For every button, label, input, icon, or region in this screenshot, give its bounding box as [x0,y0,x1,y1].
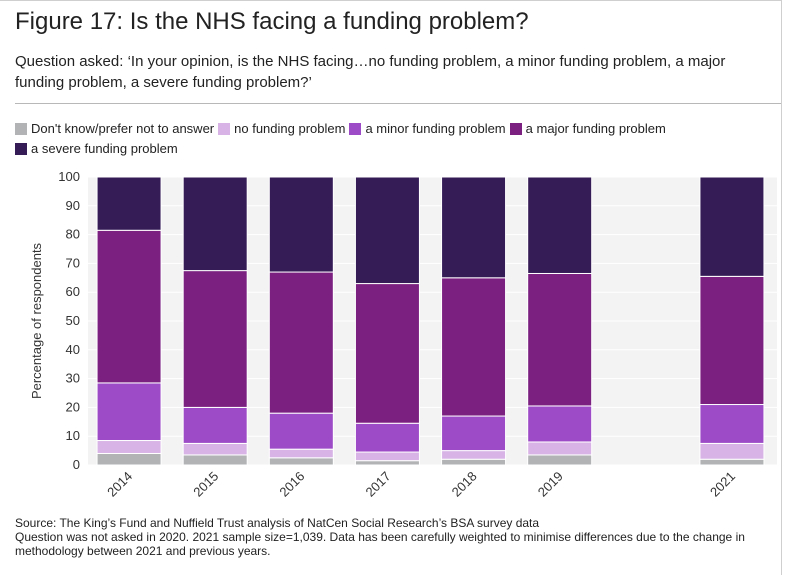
legend-swatch-3 [509,123,522,135]
bar-2021-series-4 [699,176,765,277]
bar-2015-series-4 [182,176,248,272]
legend-item-1: no funding problem [218,120,345,138]
legend: Don't know/prefer not to answer no fundin… [15,120,755,160]
legend-label-4: a severe funding problem [31,141,178,156]
bar-2014-series-4 [96,176,162,231]
bar-2021-series-0 [699,458,765,466]
header-divider [15,103,781,104]
bar-2019-series-1 [527,441,593,456]
x-tick-label-2016: 2016 [276,469,307,500]
source-note: Source: The King’s Fund and Nuffield Tru… [15,516,540,530]
y-tick-label-30: 30 [66,371,80,386]
bar-2018-series-4 [441,176,507,279]
legend-swatch-2 [349,123,362,135]
y-tick-label-70: 70 [66,255,80,270]
bar-2018-series-1 [441,450,507,460]
legend-label-1: no funding problem [234,121,346,136]
legend-item-3: a major funding problem [509,120,666,138]
bar-2014-series-3 [96,229,162,384]
bar-2017-series-1 [354,451,420,462]
bar-2014-series-0 [96,452,162,466]
bar-2016-series-2 [268,412,334,450]
bar-2019-series-4 [527,176,593,274]
y-tick-label-20: 20 [66,399,80,414]
x-tick-label-2019: 2019 [535,469,566,500]
bar-2018-series-2 [441,415,507,452]
chart-subtitle: Question asked: ‘In your opinion, is the… [15,53,726,91]
legend-label-3: a major funding problem [525,121,666,136]
y-tick-label-90: 90 [66,198,80,213]
legend-swatch-0 [15,123,27,135]
legend-label-2: a minor funding problem [365,121,506,136]
bar-2015-series-3 [182,270,248,408]
x-tick-label-2021: 2021 [707,469,738,500]
y-tick-label-0: 0 [73,457,80,472]
y-tick-label-50: 50 [66,313,80,328]
x-tick-label-2014: 2014 [104,469,135,500]
legend-swatch-4 [15,143,27,155]
bar-2018-series-3 [441,277,507,417]
bar-2017-series-2 [354,422,420,453]
legend-label-0: Don't know/prefer not to answer [31,121,215,136]
right-border [781,0,782,575]
bar-2015-series-0 [182,454,248,466]
bar-2016-series-0 [268,457,334,466]
top-border [0,0,782,1]
bar-2018-series-0 [441,458,507,466]
bar-2016-series-3 [268,271,334,414]
bar-2014-series-2 [96,382,162,442]
bar-2021-series-1 [699,442,765,460]
bar-2019-series-3 [527,272,593,407]
footer: Source: The King’s Fund and Nuffield Tru… [15,516,777,558]
y-tick-label-10: 10 [66,428,80,443]
y-tick-label-40: 40 [66,342,80,357]
legend-item-0: Don't know/prefer not to answer [15,120,214,138]
bar-2017-series-3 [354,283,420,424]
bar-2016-series-4 [268,176,334,273]
legend-swatch-1 [218,123,231,135]
chart-title: Figure 17: Is the NHS facing a funding p… [15,8,529,35]
bar-2015-series-1 [182,442,248,456]
stacked-bar-chart: 0 10 20 30 40 50 60 70 80 90 100 Percentage of resp… [29,169,777,500]
bar-2021-series-2 [699,404,765,444]
bar-2021-series-3 [699,275,765,406]
x-tick-label-2018: 2018 [449,469,480,500]
y-tick-label-100: 100 [58,169,80,184]
y-axis-label: Percentage of respondents [29,242,44,399]
method-note: Question was not asked in 2020. 2021 sam… [15,530,745,558]
y-tick-label-60: 60 [66,284,80,299]
legend-item-4: a severe funding problem [15,140,178,158]
bar-2017-series-0 [354,460,420,466]
x-tick-label-2017: 2017 [363,469,394,500]
bar-2017-series-4 [354,176,420,285]
bar-2019-series-2 [527,405,593,443]
legend-item-2: a minor funding problem [349,120,506,138]
bar-2014-series-1 [96,440,162,454]
x-tick-label-2015: 2015 [190,469,221,500]
y-tick-label-80: 80 [66,227,80,242]
bar-2016-series-1 [268,448,334,459]
bar-2019-series-0 [527,454,593,466]
bar-2015-series-2 [182,406,248,444]
